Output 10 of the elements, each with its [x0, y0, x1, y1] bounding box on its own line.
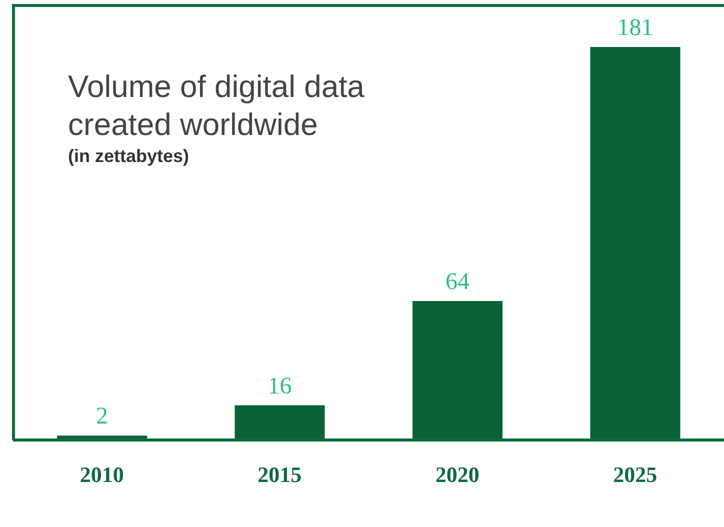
x-tick-label: 2010	[80, 462, 124, 487]
data-label: 2	[96, 404, 108, 430]
text: (in zettabytes)	[68, 145, 190, 168]
x-tick-label: 2025	[613, 462, 658, 487]
data-label: 181	[617, 15, 654, 41]
text: Volume of digital data created worldwide	[68, 68, 366, 144]
data-label: 16	[268, 373, 292, 400]
data-label: 64	[446, 269, 470, 296]
x-tick-label: 2020	[435, 462, 480, 487]
x-tick-label: 2015	[258, 462, 302, 487]
